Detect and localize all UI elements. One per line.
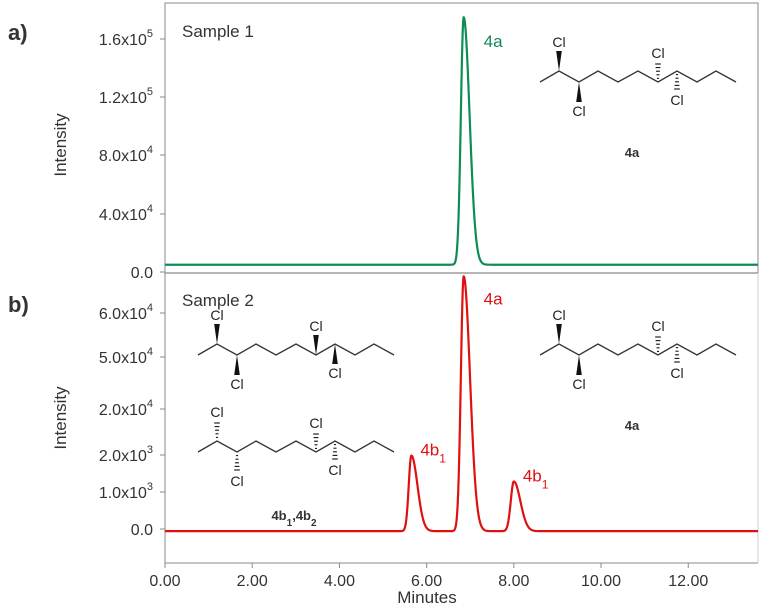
chromatogram-trace: [164, 16, 759, 266]
y-tick-label: 0.0: [131, 265, 153, 282]
chlorine-label: Cl: [572, 376, 585, 392]
chromatogram-trace: [164, 275, 759, 533]
chlorine-label: Cl: [651, 45, 664, 61]
y-tick-label: 4.0x104: [99, 203, 153, 224]
chlorine-label: Cl: [670, 365, 683, 381]
y-tick-label: 6.0x104: [99, 302, 153, 323]
y-tick-label: 1.0x103: [99, 481, 153, 502]
x-tick-label: 2.00: [237, 573, 268, 590]
y-tick-label: 2.0x104: [99, 398, 153, 419]
peak-label: 4b1: [523, 466, 549, 491]
panel-a-label: a): [8, 20, 28, 45]
chlorine-label: Cl: [572, 103, 585, 119]
structure-4b-top: Cl Cl Cl Cl: [197, 307, 395, 392]
chlorine-label: Cl: [230, 473, 243, 489]
structure-4a-panel-b: Cl Cl Cl Cl: [539, 307, 737, 392]
y-tick-label: 2.0x103: [99, 444, 153, 465]
x-tick-label: 8.00: [498, 573, 529, 590]
panel-a-y-axis-label: Intensity: [51, 113, 70, 177]
chlorine-label: Cl: [552, 34, 565, 50]
molecule-chain: [539, 343, 737, 356]
chlorine-label: Cl: [210, 307, 223, 323]
chlorine-label: Cl: [328, 365, 341, 381]
y-tick-label: 1.6x105: [99, 28, 153, 49]
peak-label: 4b1: [420, 441, 446, 466]
wedge-bond: [576, 82, 582, 102]
panel-b-label: b): [8, 292, 29, 317]
structure-4a-panel-a: Cl Cl Cl Cl: [539, 34, 737, 119]
chlorine-label: Cl: [210, 404, 223, 420]
x-tick-label: 4.00: [324, 573, 355, 590]
wedge-bond: [332, 344, 338, 364]
structure-4a-label-panel-b: 4a: [625, 418, 640, 433]
x-tick-label: 12.00: [668, 573, 708, 590]
chlorine-label: Cl: [309, 415, 322, 431]
tick-layer: 0.00 2.00 4.00 6.00 8.00 10.00 12.00 0.0 4.0x104…: [99, 28, 709, 590]
y-tick-label: 0.0: [131, 522, 153, 539]
x-tick-label: 6.00: [411, 573, 442, 590]
wedge-bond: [313, 335, 319, 355]
x-tick-label: 0.00: [149, 573, 180, 590]
x-axis-label: Minutes: [397, 588, 457, 607]
wedge-bond: [234, 355, 240, 375]
chlorine-label: Cl: [309, 318, 322, 334]
peak-label: 4a: [484, 32, 503, 51]
wedge-bond: [556, 51, 562, 71]
wedge-bond: [576, 355, 582, 375]
panel-a-sample-label: Sample 1: [182, 22, 254, 41]
molecule-chain: [539, 70, 737, 83]
molecule-chain: [197, 440, 395, 453]
y-tick-label: 8.0x104: [99, 144, 153, 165]
wedge-bond: [556, 324, 562, 344]
panel-b-sample-label: Sample 2: [182, 291, 254, 310]
x-tick-label: 10.00: [581, 573, 621, 590]
molecule-chain: [197, 343, 395, 356]
chlorine-label: Cl: [651, 318, 664, 334]
y-tick-label: 5.0x104: [99, 346, 153, 367]
chlorine-label: Cl: [670, 92, 683, 108]
structure-4b-bottom: Cl Cl Cl Cl: [197, 404, 395, 489]
peak-label: 4a: [484, 289, 503, 308]
y-tick-label: 1.2x105: [99, 86, 153, 107]
chlorine-label: Cl: [328, 462, 341, 478]
chlorine-label: Cl: [230, 376, 243, 392]
peak-label-layer: 4a 4b1 4a 4b1: [420, 32, 548, 491]
structure-4a-label-panel-a: 4a: [625, 145, 640, 160]
wedge-bond: [214, 324, 220, 344]
panel-b-y-axis-label: Intensity: [51, 386, 70, 450]
chlorine-label: Cl: [552, 307, 565, 323]
structure-4b-pair-label: 4b1,4b2: [271, 508, 317, 529]
trace-layer: [164, 16, 759, 533]
